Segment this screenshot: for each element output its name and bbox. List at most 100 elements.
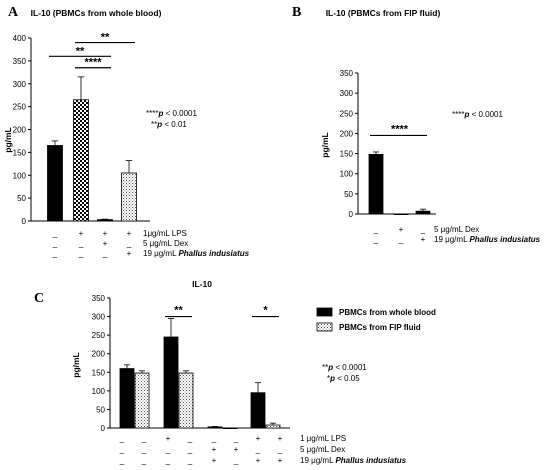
panel-a-title: IL-10 (PBMCs from whole blood) [31, 8, 162, 18]
panel-c-ytick-label: 250 [92, 331, 106, 340]
panel-b-condition-mark: + [421, 235, 426, 244]
panel-c-bar [178, 372, 194, 429]
panel-a-condition-mark: _ [52, 239, 58, 248]
panel-a-condition-mark: + [103, 239, 108, 248]
panel-c-condition-label: 5 μg/mL Dex [300, 445, 345, 454]
panel-c-condition-mark: _ [187, 434, 193, 443]
panel-a-sig-label: **** [84, 57, 102, 69]
panel-c-condition-mark: + [278, 456, 283, 465]
panel-c-condition-mark: + [234, 445, 239, 454]
panel-c-condition-mark: _ [233, 434, 239, 443]
panel-c-condition-mark: + [256, 434, 261, 443]
panel-c-legend-label: PBMCs from FIP fluid [339, 323, 421, 332]
panel-a-ytick-label: 400 [13, 34, 27, 43]
panel-b-condition-mark: _ [373, 235, 379, 244]
panel-a-ytick-label: 50 [17, 194, 26, 203]
panel-c-bar [265, 424, 281, 429]
panel-b-bar [393, 213, 409, 216]
panel-c-bar [222, 427, 238, 430]
panel-b-condition-label: 19 μg/mL Phallus indusiatus [434, 235, 541, 244]
panel-b-ytick-label: 200 [340, 129, 354, 138]
panel-c-condition-mark: + [212, 456, 217, 465]
panel-c-ytick-label: 200 [92, 350, 106, 359]
panel-c-letter: C [34, 291, 44, 306]
panel-a-condition-label: 19 μg/mL Phallus indusiatus [143, 249, 250, 258]
panel-a-ytick-label: 100 [13, 171, 27, 180]
panel-c-condition-mark: _ [255, 445, 261, 454]
panel-a-condition-mark: + [127, 229, 132, 238]
panel-c-note-2: *p < 0.05 [327, 374, 360, 383]
panel-c-condition-mark: _ [141, 434, 147, 443]
panel-b-ytick-label: 350 [340, 69, 354, 78]
panel-c-ylabel: pg/mL [71, 352, 81, 378]
panel-c-condition-mark: + [212, 445, 217, 454]
panel-a-sig-label: ** [101, 32, 110, 44]
panel-c-condition-mark: _ [119, 434, 125, 443]
panel-a-condition-label: 5 μg/mL Dex [143, 239, 188, 248]
panel-c-sig-label: ** [174, 305, 183, 317]
panel-c-title: IL-10 [192, 279, 212, 289]
panel-a-bar [97, 219, 113, 222]
panel-b-ytick-label: 100 [340, 170, 354, 179]
panel-c-condition-mark: _ [187, 456, 193, 465]
panel-b-note-1: ****p < 0.0001 [452, 110, 503, 119]
panel-b-ytick-label: 50 [344, 190, 353, 199]
panel-b-ylabel: pg/mL [320, 132, 330, 158]
panel-a-ytick-label: 200 [13, 126, 27, 135]
panel-a-condition-mark: + [79, 229, 84, 238]
panel-b: B IL-10 (PBMCs from FIP fluid) pg/mL ***… [292, 5, 541, 244]
panel-a-condition-label: 1μg/mL LPS [143, 229, 187, 238]
panel-c: C IL-10 pg/mL **p < 0.0001 *p < 0.05 0 50… [34, 279, 436, 465]
panel-c-legend-swatch [316, 307, 333, 317]
panel-b-ytick-label: 250 [340, 109, 354, 118]
panel-b-ytick-label: 150 [340, 150, 354, 159]
panel-a-ylabel: pg/mL [3, 127, 13, 153]
panel-a-bar [47, 145, 63, 222]
panel-a-ytick-label: 150 [13, 148, 27, 157]
panel-c-condition-mark: _ [141, 445, 147, 454]
panel-a-condition-mark: _ [52, 249, 58, 258]
panel-a-ytick-label: 300 [13, 80, 27, 89]
panel-b-title: IL-10 (PBMCs from FIP fluid) [326, 8, 441, 18]
panel-b-condition-mark: _ [373, 225, 379, 234]
panel-a-condition-mark: + [103, 229, 108, 238]
panel-b-bar [415, 210, 431, 215]
panel-b-condition-mark: + [399, 225, 404, 234]
panel-b-condition-label: 5 μg/mL Dex [434, 225, 479, 234]
panel-a-condition-mark: _ [52, 229, 58, 238]
panel-c-condition-mark: _ [119, 445, 125, 454]
panel-b-letter: B [292, 5, 301, 20]
panel-c-condition-mark: + [256, 456, 261, 465]
panel-c-condition-mark: _ [187, 445, 193, 454]
panel-a-ytick-label: 0 [22, 217, 27, 226]
panel-c-condition-mark: _ [277, 445, 283, 454]
panel-c-ytick-label: 100 [92, 387, 106, 396]
panel-c-bar [163, 336, 179, 429]
panel-a-note-1: ****p < 0.0001 [146, 109, 197, 118]
panel-c-condition-mark: _ [211, 434, 217, 443]
panel-c-condition-label: 1 μg/mL LPS [300, 434, 346, 443]
panel-a-ytick-label: 250 [13, 103, 27, 112]
panel-c-bar [250, 392, 266, 429]
panel-c-condition-label: 19 μg/mL Phallus indusiatus [300, 456, 407, 465]
panel-b-sig-label: **** [391, 123, 409, 135]
panel-c-condition-mark: _ [141, 456, 147, 465]
panel-a-note-2: **p < 0.01 [151, 120, 187, 129]
panel-c-bar [119, 368, 135, 429]
panel-a-condition-mark: + [127, 249, 132, 258]
panel-a-ytick-label: 350 [13, 57, 27, 66]
panel-c-condition-mark: _ [233, 456, 239, 465]
panel-b-ytick-label: 300 [340, 89, 354, 98]
panel-c-condition-mark: + [278, 434, 283, 443]
panel-a-bar [73, 99, 89, 222]
panel-c-bar [134, 372, 150, 429]
panel-b-bar [368, 153, 384, 215]
panel-c-condition-mark: _ [165, 445, 171, 454]
panel-c-ytick-label: 350 [92, 294, 106, 303]
panel-a-condition-mark: _ [78, 249, 84, 258]
panel-c-condition-mark: + [166, 434, 171, 443]
panel-c-ytick-label: 50 [96, 405, 105, 414]
